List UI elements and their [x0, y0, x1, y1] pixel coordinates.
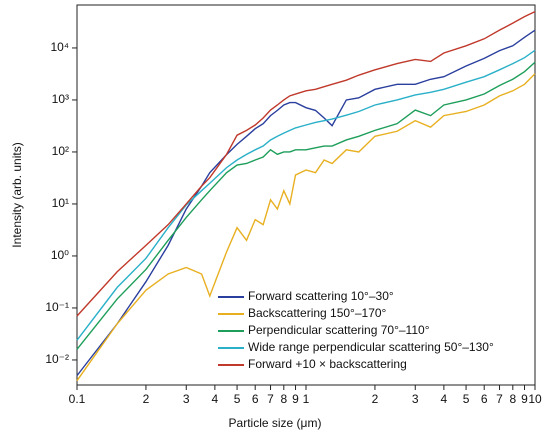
- x-tick-label: 6: [252, 392, 259, 406]
- legend-label: Forward +10 × backscattering: [248, 357, 407, 371]
- x-tick-label: 2: [143, 392, 150, 406]
- series-line: [76, 29, 536, 377]
- x-tick-label: 7: [267, 392, 274, 406]
- y-axis-label: Intensity (arb. units): [10, 142, 24, 247]
- x-tick-label: 2: [372, 392, 379, 406]
- x-tick-label: 10: [528, 392, 542, 406]
- series-line: [76, 61, 536, 350]
- x-tick-label: 0.1: [69, 392, 86, 406]
- x-axis-label: Particle size (μm): [229, 416, 322, 430]
- x-tick-label: 4: [441, 392, 448, 406]
- x-tick-label: 8: [280, 392, 287, 406]
- x-tick-label: 3: [183, 392, 190, 406]
- x-tick-label: 5: [463, 392, 470, 406]
- x-tick-label: 3: [412, 392, 419, 406]
- x-tick-label: 4: [212, 392, 219, 406]
- legend-label: Forward scattering 10°–30°: [248, 289, 394, 303]
- x-tick-label: 6: [481, 392, 488, 406]
- legend-label: Backscattering 150°–170°: [248, 306, 387, 320]
- x-tick-label: 7: [496, 392, 503, 406]
- y-tick-label: 10³: [52, 92, 69, 106]
- x-tick-label: 9: [521, 392, 528, 406]
- y-tick-label: 10⁻¹: [45, 300, 69, 314]
- x-tick-label: 1: [303, 392, 310, 406]
- legend-label: Perpendicular scattering 70°–110°: [248, 323, 430, 337]
- y-tick-label: 10⁰: [51, 248, 69, 262]
- y-tick-label: 10²: [52, 144, 69, 158]
- legend-label: Wide range perpendicular scattering 50°–…: [248, 340, 494, 354]
- series-line: [76, 49, 536, 341]
- x-tick-label: 9: [292, 392, 299, 406]
- x-tick-label: 8: [509, 392, 516, 406]
- x-tick-label: 5: [234, 392, 241, 406]
- y-tick-label: 10⁻²: [45, 352, 69, 366]
- y-tick-label: 10⁴: [50, 40, 69, 54]
- series-line: [76, 10, 536, 317]
- y-tick-label: 10¹: [52, 196, 69, 210]
- series-line: [76, 73, 536, 382]
